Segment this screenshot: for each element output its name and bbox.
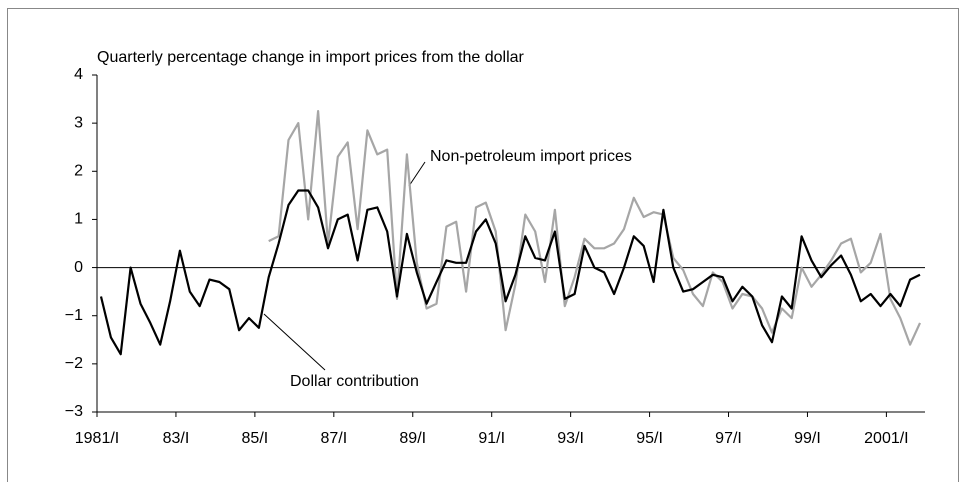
- y-tick-label: −1: [65, 307, 83, 324]
- y-tick-label: 0: [74, 259, 83, 276]
- x-tick-label: 87/I: [320, 430, 347, 447]
- data-line: [268, 110, 922, 346]
- leader-line: [408, 161, 426, 187]
- y-tick-label: 3: [74, 114, 83, 131]
- y-tick-label: −3: [65, 403, 83, 420]
- y-tick-label: 4: [74, 66, 83, 83]
- y-tick-label: 1: [74, 211, 83, 228]
- x-tick-label: 99/I: [794, 430, 821, 447]
- y-tick-label: 2: [74, 163, 83, 180]
- x-tick-label: 97/I: [715, 430, 742, 447]
- y-tick-label: −2: [65, 355, 83, 372]
- x-tick-label: 1981/I: [75, 430, 119, 447]
- frame: [7, 8, 959, 482]
- x-tick-label: 83/I: [163, 430, 190, 447]
- annotation: Non-petroleum import prices: [430, 148, 632, 165]
- x-tick-label: 91/I: [478, 430, 505, 447]
- x-tick-label: 93/I: [557, 430, 584, 447]
- leader-line: [263, 313, 326, 371]
- x-tick-label: 2001/I: [864, 430, 908, 447]
- x-tick-label: 89/I: [399, 430, 426, 447]
- chart-title: Quarterly percentage change in import pr…: [97, 49, 525, 66]
- data-line: [99, 189, 921, 356]
- annotation: Dollar contribution: [290, 373, 419, 390]
- x-tick-label: 95/I: [636, 430, 663, 447]
- x-tick-label: 85/I: [242, 430, 269, 447]
